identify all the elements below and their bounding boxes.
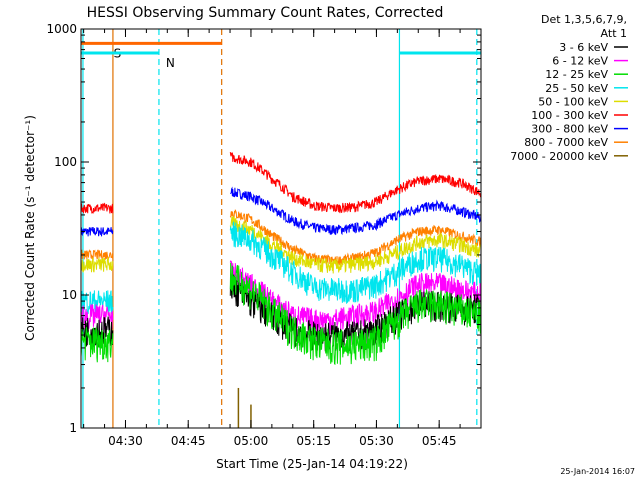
- plot-frame: [80, 28, 482, 429]
- series-line-800-7000-kev: [229, 209, 482, 268]
- series-line-3-6-kev: [80, 316, 114, 348]
- series-line-50-100-kev: [80, 256, 114, 273]
- x-tick-label: 05:00: [234, 434, 269, 448]
- legend-header-line-1: Det 1,3,5,6,7,9,: [541, 13, 627, 26]
- legend-label: 300 - 800 keV: [531, 123, 608, 136]
- legend-label: 25 - 50 keV: [545, 82, 608, 95]
- legend-label: 6 - 12 keV: [552, 55, 608, 68]
- y-tick-label: 1: [69, 421, 77, 435]
- flag-label: N: [166, 56, 175, 70]
- legend-header-line-2: Att 1: [601, 27, 627, 40]
- legend-label: 800 - 7000 keV: [524, 136, 608, 149]
- x-tick-label: 05:30: [359, 434, 394, 448]
- x-axis-label: Start Time (25-Jan-14 04:19:22): [216, 457, 408, 471]
- legend-label: 100 - 300 keV: [531, 109, 608, 122]
- x-tick-label: 04:45: [171, 434, 206, 448]
- y-axis: 1 10 100 1000: [46, 22, 481, 435]
- series-line-25-50-kev: [229, 221, 482, 304]
- series-line-100-300-kev: [80, 202, 114, 214]
- series-line-300-800-kev: [80, 227, 114, 237]
- series-line-800-7000-kev: [80, 249, 114, 262]
- x-axis: 04:30 04:45 05:00 05:15 05:30 05:45: [83, 29, 482, 448]
- series-line-3-6-kev: [229, 273, 482, 352]
- y-tick-label: 1000: [46, 22, 77, 36]
- chart-title: HESSI Observing Summary Count Rates, Cor…: [87, 5, 444, 21]
- legend-label: 12 - 25 keV: [545, 68, 608, 81]
- legend-label: 3 - 6 keV: [559, 41, 608, 54]
- y-tick-label: 10: [62, 288, 77, 302]
- legend-label: 50 - 100 keV: [538, 95, 608, 108]
- x-tick-label: 05:45: [422, 434, 457, 448]
- series-line-300-800-kev: [230, 186, 482, 236]
- x-tick-label: 05:15: [296, 434, 331, 448]
- y-axis-label: Corrected Count Rate (s⁻¹ detector⁻¹): [23, 115, 37, 341]
- legend-label: 7000 - 20000 keV: [510, 150, 608, 163]
- series-line-12-25-kev: [229, 262, 482, 366]
- footer-date: 25-Jan-2014 16:07: [560, 467, 635, 476]
- plot-area: SN: [80, 29, 482, 428]
- series-line-12-25-kev: [80, 327, 114, 363]
- series-line-6-12-kev: [80, 304, 114, 330]
- series-line-100-300-kev: [229, 152, 481, 214]
- x-tick-label: 04:30: [108, 434, 143, 448]
- y-tick-label: 100: [54, 155, 77, 169]
